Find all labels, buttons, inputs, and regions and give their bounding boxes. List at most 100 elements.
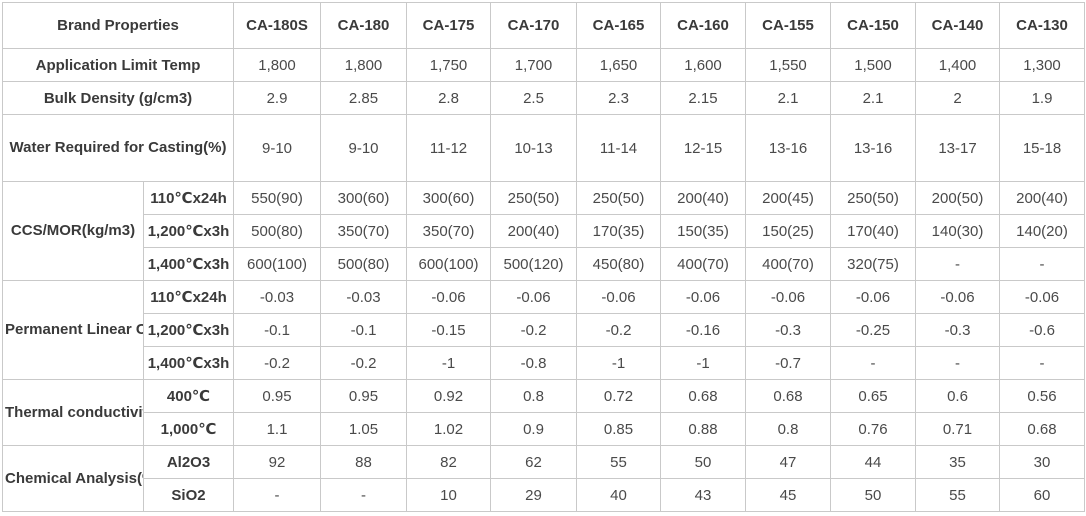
value-cell: 250(50) bbox=[490, 181, 578, 215]
value-cell: -0.06 bbox=[745, 280, 832, 314]
value-cell: 2.1 bbox=[745, 81, 832, 115]
value-cell: 320(75) bbox=[830, 247, 917, 281]
sub-label: 1,200℃x3h bbox=[142, 214, 235, 248]
value-cell: 0.95 bbox=[233, 379, 322, 413]
value-cell: -0.03 bbox=[233, 280, 322, 314]
header-brand: CA-155 bbox=[745, 2, 832, 49]
value-cell: 0.71 bbox=[915, 412, 1001, 446]
value-cell: -0.03 bbox=[320, 280, 408, 314]
value-cell: 13-16 bbox=[830, 114, 917, 182]
table-row-app-limit: Application Limit Temp 1,800 1,800 1,750 1,7… bbox=[1, 48, 1086, 82]
value-cell: 1,500 bbox=[830, 48, 917, 82]
value-cell: 1,750 bbox=[406, 48, 492, 82]
value-cell: 50 bbox=[660, 445, 747, 479]
value-cell: 600(100) bbox=[406, 247, 492, 281]
value-cell: 150(35) bbox=[660, 214, 747, 248]
value-cell: -0.3 bbox=[745, 313, 832, 347]
value-cell: 600(100) bbox=[233, 247, 322, 281]
header-brand: CA-180S bbox=[233, 2, 322, 49]
row-label: Bulk Density (g/cm3) bbox=[1, 81, 235, 115]
value-cell: 40 bbox=[576, 478, 662, 512]
table-row-chem: SiO2- -10 29 40 43 45 50 55 60 bbox=[3, 478, 1086, 512]
value-cell: 1,800 bbox=[320, 48, 408, 82]
sub-label: 400℃ bbox=[142, 379, 235, 413]
table-row-plc: Permanent Linear Change (%)110℃x24h-0.03… bbox=[2, 280, 1086, 380]
group-label: Permanent Linear Change (%) bbox=[2, 280, 144, 380]
value-cell: - bbox=[915, 346, 1001, 380]
value-cell: -0.2 bbox=[320, 346, 408, 380]
value-cell: 43 bbox=[660, 478, 747, 512]
value-cell: 140(20) bbox=[999, 214, 1086, 248]
value-cell: 82 bbox=[406, 445, 492, 479]
value-cell: 200(40) bbox=[660, 181, 747, 215]
value-cell: 0.6 bbox=[915, 379, 1001, 413]
value-cell: -0.06 bbox=[406, 280, 492, 314]
header-brand: CA-175 bbox=[406, 2, 492, 49]
sub-label: 1,200℃x3h bbox=[142, 313, 235, 347]
value-cell: 2.15 bbox=[660, 81, 747, 115]
sub-label: 1,400℃x3h bbox=[142, 346, 235, 380]
value-cell: -1 bbox=[660, 346, 747, 380]
value-cell: 1,650 bbox=[576, 48, 662, 82]
value-cell: 1,550 bbox=[745, 48, 832, 82]
value-cell: 0.9 bbox=[490, 412, 578, 446]
sub-label: 110℃x24h bbox=[142, 280, 235, 314]
value-cell: 1.02 bbox=[406, 412, 492, 446]
value-cell: 0.68 bbox=[999, 412, 1086, 446]
group-label: Thermal conductivity (W/m.k) bbox=[2, 379, 144, 446]
value-cell: 30 bbox=[999, 445, 1086, 479]
value-cell: 44 bbox=[830, 445, 917, 479]
sub-label: SiO2 bbox=[142, 478, 235, 512]
value-cell: 2 bbox=[915, 81, 1001, 115]
value-cell: 0.68 bbox=[660, 379, 747, 413]
table-row-ccs: CCS/MOR(kg/m3) 110℃x24h 550(90) 300(60) 300(… bbox=[2, 181, 1086, 281]
sub-label: 110℃x24h bbox=[142, 181, 235, 215]
table-row-plc: 1,400℃x3h -0.2 -0.2 -1 -0.8 -1 -1 -0.7- - - bbox=[3, 346, 1086, 380]
value-cell: 9-10 bbox=[233, 114, 322, 182]
value-cell: -0.7 bbox=[745, 346, 832, 380]
value-cell: 1.9 bbox=[999, 81, 1086, 115]
value-cell: - bbox=[915, 247, 1001, 281]
value-cell: - bbox=[233, 478, 322, 512]
sub-label: 1,400℃x3h bbox=[142, 247, 235, 281]
row-label: Application Limit Temp bbox=[1, 48, 235, 82]
value-cell: 50 bbox=[830, 478, 917, 512]
value-cell: 47 bbox=[745, 445, 832, 479]
value-cell: 0.65 bbox=[830, 379, 917, 413]
value-cell: 250(50) bbox=[576, 181, 662, 215]
value-cell: 300(60) bbox=[320, 181, 408, 215]
value-cell: 9-10 bbox=[320, 114, 408, 182]
value-cell: 550(90) bbox=[233, 181, 322, 215]
value-cell: 200(40) bbox=[999, 181, 1086, 215]
value-cell: 12-15 bbox=[660, 114, 747, 182]
value-cell: 140(30) bbox=[915, 214, 1001, 248]
value-cell: 200(40) bbox=[490, 214, 578, 248]
table-row-plc: 1,200℃x3h -0.1 -0.1 -0.15 -0.2 -0.2 -0.16 -0.3-… bbox=[3, 313, 1086, 347]
value-cell: - bbox=[999, 346, 1086, 380]
value-cell: 0.92 bbox=[406, 379, 492, 413]
value-cell: 0.8 bbox=[490, 379, 578, 413]
value-cell: 29 bbox=[490, 478, 578, 512]
value-cell: -0.1 bbox=[233, 313, 322, 347]
value-cell: 2.1 bbox=[830, 81, 917, 115]
value-cell: 450(80) bbox=[576, 247, 662, 281]
value-cell: 2.85 bbox=[320, 81, 408, 115]
value-cell: 1,800 bbox=[233, 48, 322, 82]
value-cell: 500(80) bbox=[320, 247, 408, 281]
value-cell: 2.5 bbox=[490, 81, 578, 115]
value-cell: 88 bbox=[320, 445, 408, 479]
value-cell: 55 bbox=[576, 445, 662, 479]
header-brand: CA-140 bbox=[915, 2, 1001, 49]
value-cell: 1,400 bbox=[915, 48, 1001, 82]
value-cell: -0.3 bbox=[915, 313, 1001, 347]
value-cell: 1.05 bbox=[320, 412, 408, 446]
value-cell: 11-14 bbox=[576, 114, 662, 182]
value-cell: -0.8 bbox=[490, 346, 578, 380]
header-brand: CA-170 bbox=[490, 2, 578, 49]
value-cell: 200(50) bbox=[915, 181, 1001, 215]
header-brand: CA-180 bbox=[320, 2, 408, 49]
value-cell: 350(70) bbox=[406, 214, 492, 248]
value-cell: 170(35) bbox=[576, 214, 662, 248]
value-cell: 300(60) bbox=[406, 181, 492, 215]
